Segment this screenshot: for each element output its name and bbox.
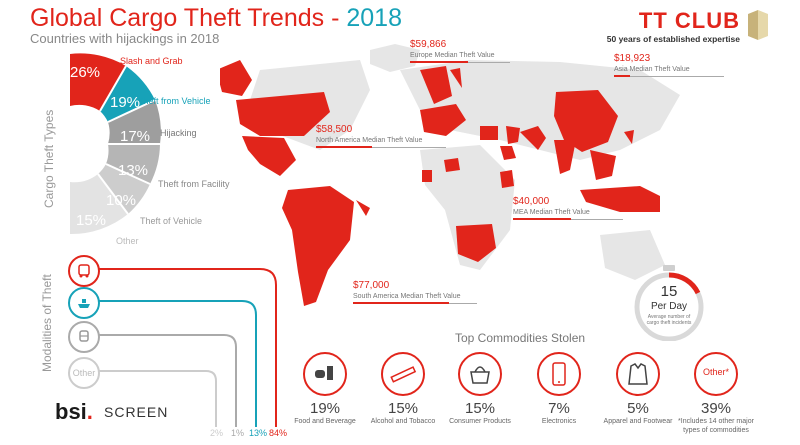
commodity-value: 5% xyxy=(627,400,649,417)
asia-bar xyxy=(614,75,724,77)
north-america-bar xyxy=(316,146,446,148)
wheel-dividers xyxy=(97,65,160,215)
segment-theft-from-vehicle xyxy=(100,66,155,122)
commodity-value: 19% xyxy=(309,400,341,417)
segment-slash-grab xyxy=(70,53,126,111)
per-day-unit: Per Day xyxy=(650,301,688,312)
other-commodity-text: Other* xyxy=(702,367,729,377)
commodity-alcohol-tobacco: 15% Alcohol and Tobacco xyxy=(362,352,444,426)
screen-product: SCREEN xyxy=(104,404,169,420)
europe-value: $59,866 xyxy=(410,39,447,50)
handbag-icon xyxy=(458,352,502,396)
other-commodity-icon: Other* xyxy=(694,352,738,396)
segment-label-17: 17% xyxy=(120,128,151,145)
incidents-per-day-clock: 15 Per Day Average number of cargo theft… xyxy=(634,265,704,341)
train-icon xyxy=(68,321,100,353)
world-map xyxy=(220,44,680,306)
commodity-name: Consumer Products xyxy=(449,418,511,425)
segment-label-10: 10% xyxy=(106,192,137,209)
commodity-name: Food and Beverage xyxy=(294,418,356,425)
south-america-value: $77,000 xyxy=(353,280,390,291)
segment-other xyxy=(70,174,128,235)
tobacco-icon xyxy=(381,352,425,396)
commodity-apparel-footwear: 5% Apparel and Footwear xyxy=(597,352,679,426)
europe-label: Europe Median Theft Value xyxy=(410,52,495,59)
commodity-value: 15% xyxy=(464,400,496,417)
commodity-name: Alcohol and Tobacco xyxy=(370,418,436,425)
other-icon: Other xyxy=(68,357,100,389)
mea-label: MEA Median Theft Value xyxy=(513,209,590,216)
title-separator: - xyxy=(324,4,347,32)
segment-theft-of-vehicle xyxy=(98,164,150,214)
segment-name-theft-from-facility: Theft from Facility xyxy=(158,179,230,189)
segment-hijacking xyxy=(108,100,161,144)
bsi-logo: bsi. xyxy=(55,399,93,425)
asia-value: $18,923 xyxy=(614,53,651,64)
logo-mark-icon xyxy=(748,10,768,40)
segment-label-26: 26% xyxy=(70,64,101,81)
modality-percent-truck: 84% xyxy=(269,428,288,438)
commodity-value: 15% xyxy=(387,400,419,417)
page-title: Global Cargo Theft Trends - 2018 xyxy=(30,4,402,33)
commodity-other: Other* 39% *Includes 14 other major type… xyxy=(675,352,757,435)
mea-bar xyxy=(513,218,623,220)
south-america-bar xyxy=(353,302,477,304)
jacket-icon xyxy=(616,352,660,396)
asia-label: Asia Median Theft Value xyxy=(614,66,690,73)
bsi-text: bsi xyxy=(55,399,87,424)
segment-theft-from-facility xyxy=(106,144,160,184)
logo-tagline: 50 years of established expertise xyxy=(606,34,740,44)
segment-name-hijacking: Hijacking xyxy=(160,128,197,138)
europe-bar xyxy=(410,61,510,63)
segment-label-15: 15% xyxy=(76,212,107,229)
commodity-value: 7% xyxy=(548,400,570,417)
commodity-name: Electronics xyxy=(541,418,577,425)
food-icon xyxy=(303,352,347,396)
commodity-electronics: 7% Electronics xyxy=(518,352,600,426)
modality-percent-ship: 13% xyxy=(249,428,268,438)
commodity-value: 39% xyxy=(700,400,732,417)
bsi-dot: . xyxy=(86,399,93,424)
south-america-label: South America Median Theft Value xyxy=(353,293,461,300)
commodity-food-beverage: 19% Food and Beverage xyxy=(284,352,366,426)
commodity-name: Apparel and Footwear xyxy=(603,418,673,425)
modality-lines xyxy=(98,268,277,427)
modality-percent-other: 2% xyxy=(210,428,224,438)
tt-club-logo: TT CLUB 50 years of established expertis… xyxy=(607,8,772,48)
ship-icon xyxy=(68,287,100,319)
title-main: Global Cargo Theft Trends xyxy=(30,4,325,32)
page-subtitle: Countries with hijackings in 2018 xyxy=(30,31,220,46)
segment-name-other: Other xyxy=(116,236,139,246)
segment-name-slash-grab: Slash and Grab xyxy=(120,56,183,66)
segment-name-theft-from-vehicle: Theft from Vehicle xyxy=(138,96,211,106)
logo-name: TT CLUB xyxy=(638,8,740,33)
mea-value: $40,000 xyxy=(513,196,550,207)
segment-label-13: 13% xyxy=(118,162,149,179)
segment-label-19: 19% xyxy=(110,94,141,111)
per-day-description: Average number of cargo theft incidents xyxy=(646,314,692,326)
per-day-number: 15 xyxy=(660,283,678,300)
hijacking-countries xyxy=(220,60,660,306)
commodity-consumer-products: 15% Consumer Products xyxy=(439,352,521,426)
title-year: 2018 xyxy=(346,4,402,32)
wheel-segments xyxy=(70,53,161,235)
north-america-value: $58,500 xyxy=(316,124,353,135)
north-america-label: North America Median Theft Value xyxy=(316,137,423,144)
top-commodities-title: Top Commodities Stolen xyxy=(455,331,586,345)
segment-name-theft-of-vehicle: Theft of Vehicle xyxy=(140,216,203,226)
commodity-name: *Includes 14 other major types of commod… xyxy=(678,418,754,434)
phone-icon xyxy=(537,352,581,396)
cargo-theft-types-wheel: 26% 19% 17% 13% 10% 15% Slash and Grab T… xyxy=(10,44,230,246)
modalities-of-theft: Other xyxy=(50,255,300,440)
modality-percent-train: 1% xyxy=(231,428,245,438)
truck-icon xyxy=(68,255,100,287)
